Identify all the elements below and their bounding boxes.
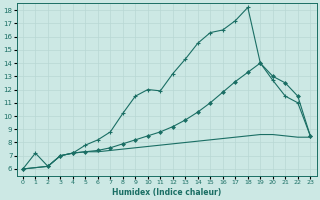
X-axis label: Humidex (Indice chaleur): Humidex (Indice chaleur) <box>112 188 221 197</box>
